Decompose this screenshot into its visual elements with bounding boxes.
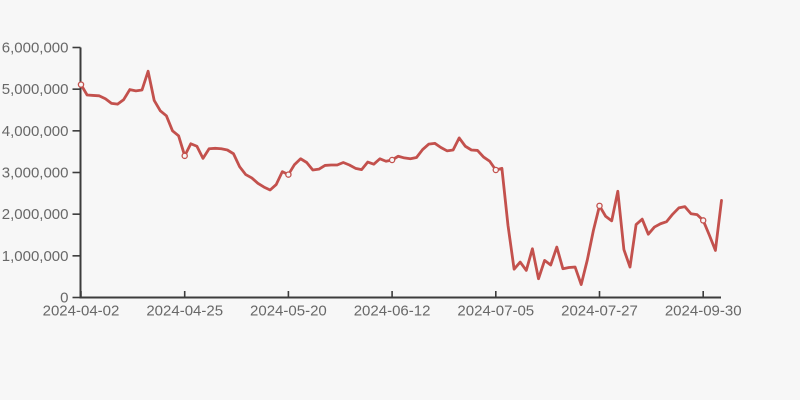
y-tick-label: 0 [60, 290, 68, 307]
data-point-marker [181, 152, 188, 160]
x-tick-label: 2024-07-05 [457, 303, 534, 320]
y-tick-label: 2,000,000 [2, 206, 69, 223]
data-point-marker [596, 202, 603, 210]
y-axis-labels: 0 1,000,000 2,000,000 3,000,000 4,000,000 5,0… [2, 40, 69, 307]
series-line [79, 69, 723, 286]
data-point-marker [285, 171, 292, 178]
y-tick-label: 1,000,000 [2, 248, 69, 265]
x-tick-label: 2024-06-12 [354, 303, 431, 320]
data-point-marker [492, 166, 500, 174]
data-point-marker [77, 81, 85, 88]
x-axis-ticks [80, 291, 705, 298]
x-tick-label: 2024-05-20 [250, 303, 327, 320]
y-tick-label: 6,000,000 [2, 40, 69, 57]
y-tick-label: 3,000,000 [2, 165, 69, 182]
x-tick-label: 2024-04-02 [43, 303, 120, 320]
data-point-marker [388, 156, 396, 164]
y-tick-label: 4,000,000 [2, 123, 69, 140]
y-tick-label: 5,000,000 [2, 81, 69, 98]
x-tick-label: 2024-07-27 [561, 303, 638, 320]
x-tick-label: 2024-09-30 [665, 303, 742, 320]
data-point-markers [77, 81, 707, 224]
data-series [79, 69, 723, 286]
y-axis-ticks [72, 46, 81, 299]
data-point-marker [699, 217, 707, 224]
x-axis-labels: 2024-04-02 2024-04-25 2024-05-20 2024-06-12… [43, 303, 742, 320]
x-tick-label: 2024-04-25 [146, 303, 223, 320]
